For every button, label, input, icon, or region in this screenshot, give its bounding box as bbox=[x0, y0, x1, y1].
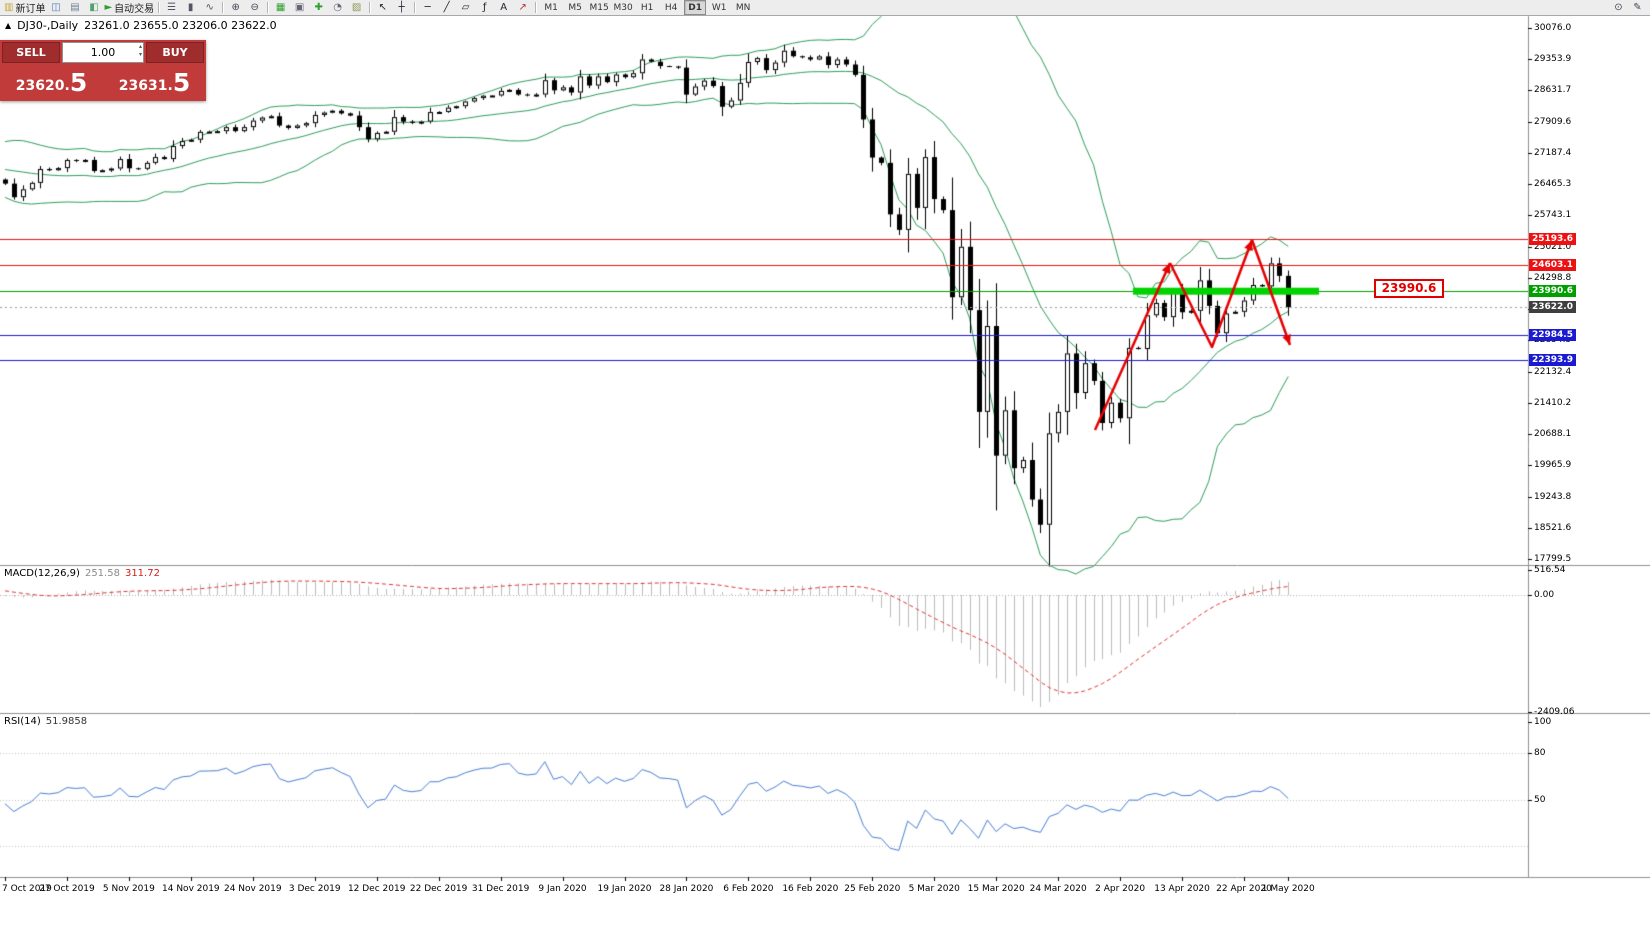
trendline-tool-button[interactable]: ╱ bbox=[437, 1, 456, 15]
timeframe-button-h1[interactable]: H1 bbox=[640, 2, 654, 13]
timeframe-button-h4[interactable]: H4 bbox=[664, 2, 678, 13]
crosshair-icon: ┼ bbox=[398, 1, 405, 13]
buy-button[interactable]: BUY bbox=[146, 42, 204, 63]
candlestick-chart-icon: ▮ bbox=[187, 1, 194, 13]
text-tool-button[interactable]: A bbox=[494, 1, 513, 15]
rsi-name: RSI(14) bbox=[4, 716, 41, 727]
candlestick-chart-button[interactable]: ▮ bbox=[181, 1, 200, 15]
timeframe-button-m15[interactable]: M15 bbox=[589, 2, 609, 13]
new-chart-button[interactable]: ▣ bbox=[290, 1, 309, 15]
buy-price-big-digit: 5 bbox=[172, 68, 191, 97]
new-order-button[interactable]: ▥ 新订单 bbox=[3, 1, 46, 16]
top-toolbar: ▥ 新订单 ◫ ▤ ◧ ► 自动交易 ☰ ▮ ∿ ⊕ ⊖ ▦ ▣ ✚ ◔ ▨ ↖ ┼ ─ ╱ ▱ ƒ A ↗ M1 M5 M15 M30… bbox=[0, 0, 1650, 16]
channel-tool-button[interactable]: ▱ bbox=[456, 1, 475, 15]
tile-windows-icon: ▦ bbox=[275, 1, 286, 13]
new-order-button-label: 新订单 bbox=[15, 4, 46, 15]
crosshair-button[interactable]: ┼ bbox=[392, 1, 411, 15]
line-chart-button[interactable]: ∿ bbox=[200, 1, 219, 15]
rsi-value: 51.9858 bbox=[45, 716, 88, 727]
quick-search-icon[interactable]: ⊙ bbox=[1609, 1, 1628, 15]
toolbar-separator bbox=[414, 2, 416, 13]
timeframe-button-m1[interactable]: M1 bbox=[544, 2, 558, 13]
sell-price-big-digit: 5 bbox=[69, 68, 88, 97]
quick-edit-icon[interactable]: ✎ bbox=[1628, 1, 1647, 15]
sell-price-main: 23620. bbox=[15, 78, 70, 94]
chart-header: ▲ DJ30-,Daily 23261.0 23655.0 23206.0 23… bbox=[5, 19, 277, 32]
volume-value: 1.00 bbox=[90, 46, 116, 59]
cursor-icon: ↖ bbox=[378, 1, 387, 13]
cursor-button[interactable]: ↖ bbox=[373, 1, 392, 15]
toolbar-separator bbox=[222, 2, 224, 13]
templates-icon: ▨ bbox=[351, 1, 362, 13]
zoom-in-button[interactable]: ⊕ bbox=[226, 1, 245, 15]
autotrade-button[interactable]: ► 自动交易 bbox=[103, 1, 155, 16]
arrows-tool-button[interactable]: ↗ bbox=[513, 1, 532, 15]
toolbar-right-group: ⊙ ✎ bbox=[1609, 1, 1647, 15]
rsi-indicator-label: RSI(14) 51.9858 bbox=[4, 716, 87, 727]
text-tool-icon: A bbox=[500, 1, 508, 13]
spin-up-icon[interactable]: ▴ bbox=[138, 43, 142, 50]
trade-panel-controls: SELL 1.00 ▴ ▾ BUY bbox=[0, 40, 206, 63]
macd-indicator-label: MACD(12,26,9) 251.58 311.72 bbox=[4, 568, 160, 579]
zoom-out-icon: ⊖ bbox=[250, 1, 259, 13]
buy-price-main: 23631. bbox=[118, 78, 173, 94]
periods-button[interactable]: ◔ bbox=[328, 1, 347, 15]
zoom-in-icon: ⊕ bbox=[231, 1, 240, 13]
profiles-button[interactable]: ▤ bbox=[65, 1, 84, 15]
charts-icon: ◫ bbox=[51, 1, 61, 13]
timeframe-button-m5[interactable]: M5 bbox=[568, 2, 582, 13]
autotrade-button-label: 自动交易 bbox=[114, 4, 155, 15]
profiles-icon: ▤ bbox=[70, 1, 80, 13]
periods-icon: ◔ bbox=[333, 1, 343, 13]
bar-chart-button[interactable]: ☰ bbox=[162, 1, 181, 15]
arrows-tool-icon: ↗ bbox=[518, 1, 527, 13]
one-click-trading-panel: SELL 1.00 ▴ ▾ BUY 23620. 5 23631. 5 bbox=[0, 40, 206, 101]
fibonacci-tool-button[interactable]: ƒ bbox=[475, 1, 494, 15]
new-order-icon: ▥ bbox=[4, 1, 14, 13]
timeframe-button-w1[interactable]: W1 bbox=[711, 2, 727, 13]
volume-spinner[interactable]: ▴ ▾ bbox=[139, 43, 142, 59]
sell-price[interactable]: 23620. 5 bbox=[0, 63, 103, 99]
toolbar-separator bbox=[369, 2, 371, 13]
line-chart-icon: ∿ bbox=[205, 1, 214, 13]
toolbar-separator bbox=[535, 2, 537, 13]
timeframe-button-mn[interactable]: MN bbox=[735, 2, 751, 13]
indicators-button[interactable]: ✚ bbox=[309, 1, 328, 15]
chart-symbol-title: DJ30-,Daily bbox=[17, 19, 79, 32]
macd-value-2: 311.72 bbox=[124, 568, 160, 579]
hline-tool-icon: ─ bbox=[424, 1, 431, 13]
autotrade-icon: ► bbox=[104, 1, 113, 13]
macd-name: MACD(12,26,9) bbox=[4, 568, 80, 579]
macd-value-1: 251.58 bbox=[84, 568, 120, 579]
one-click-toggle-icon[interactable]: ▲ bbox=[5, 21, 12, 30]
bar-chart-icon: ☰ bbox=[167, 1, 177, 13]
trade-panel-prices: 23620. 5 23631. 5 bbox=[0, 63, 206, 99]
chart-ohlc: 23261.0 23655.0 23206.0 23622.0 bbox=[84, 19, 277, 32]
buy-price[interactable]: 23631. 5 bbox=[103, 63, 206, 99]
spin-down-icon[interactable]: ▾ bbox=[138, 51, 142, 58]
timeframe-button-d1[interactable]: D1 bbox=[684, 0, 707, 15]
timeframe-button-m30[interactable]: M30 bbox=[613, 2, 633, 13]
data-window-icon: ◧ bbox=[89, 1, 99, 13]
templates-button[interactable]: ▨ bbox=[347, 1, 366, 15]
channel-tool-icon: ▱ bbox=[461, 1, 470, 13]
toolbar-separator bbox=[158, 2, 160, 13]
price-callout-label[interactable]: 23990.6 bbox=[1374, 279, 1444, 298]
new-chart-icon: ▣ bbox=[294, 1, 305, 13]
toolbar-separator bbox=[267, 2, 269, 13]
hline-tool-button[interactable]: ─ bbox=[418, 1, 437, 15]
volume-input[interactable]: 1.00 ▴ ▾ bbox=[62, 42, 144, 63]
quick-edit-icon: ✎ bbox=[1633, 1, 1642, 13]
zoom-out-button[interactable]: ⊖ bbox=[245, 1, 264, 15]
charts-button[interactable]: ◫ bbox=[46, 1, 65, 15]
fibonacci-tool-icon: ƒ bbox=[482, 1, 487, 13]
data-window-button[interactable]: ◧ bbox=[84, 1, 103, 15]
sell-button[interactable]: SELL bbox=[2, 42, 60, 63]
quick-search-icon: ⊙ bbox=[1614, 1, 1623, 13]
indicators-icon: ✚ bbox=[314, 1, 323, 13]
tile-windows-button[interactable]: ▦ bbox=[271, 1, 290, 15]
trendline-tool-icon: ╱ bbox=[443, 1, 450, 13]
